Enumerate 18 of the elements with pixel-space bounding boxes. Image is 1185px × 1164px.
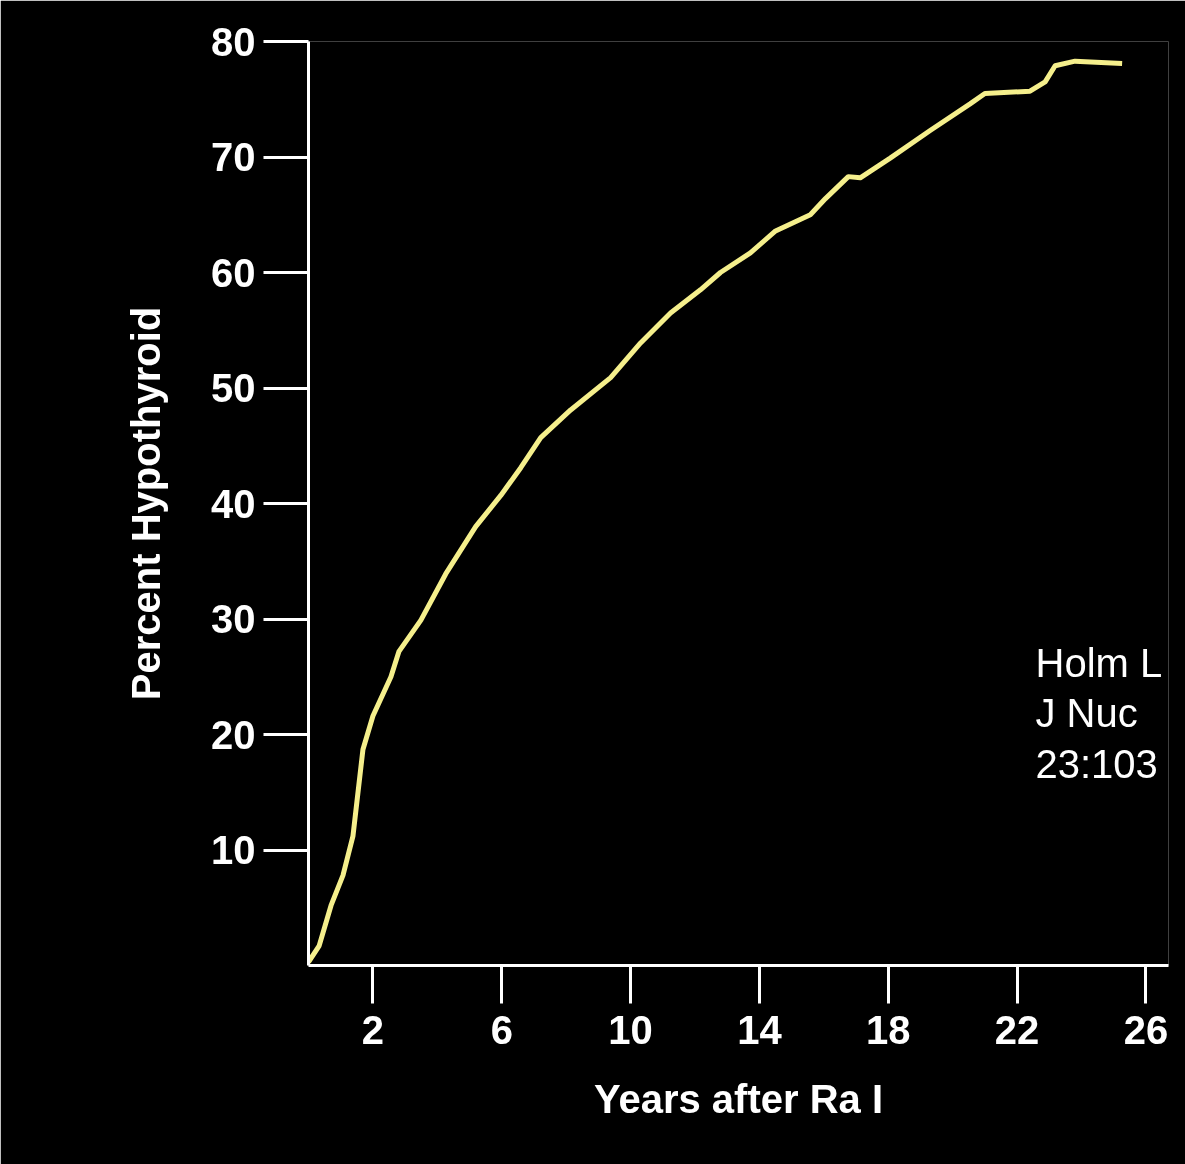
x-tick-label: 22: [994, 1007, 1040, 1052]
x-tick-label: 26: [1123, 1007, 1169, 1052]
y-tick-label: 50: [211, 366, 256, 410]
y-tick-label: 30: [211, 597, 256, 641]
y-tick-label: 20: [211, 712, 256, 757]
x-axis-title: Years after Ra I: [593, 1076, 884, 1121]
y-tick-label: 60: [211, 250, 256, 295]
y-tick-label: 40: [211, 481, 256, 526]
y-axis-title: Percent Hypothyroid: [124, 306, 169, 701]
x-tick-label: 10: [608, 1007, 653, 1052]
x-tick-label: 14: [737, 1007, 783, 1052]
y-tick-label: 10: [211, 828, 256, 872]
x-tick-label: 6: [490, 1007, 513, 1052]
x-tick-label: 2: [361, 1007, 385, 1052]
y-tick-label: 80: [211, 19, 256, 64]
y-tick-label: 70: [211, 135, 256, 179]
annotation: Holm L J Nuc 23:103: [1035, 640, 1163, 786]
x-tick-label: 18: [866, 1007, 911, 1052]
